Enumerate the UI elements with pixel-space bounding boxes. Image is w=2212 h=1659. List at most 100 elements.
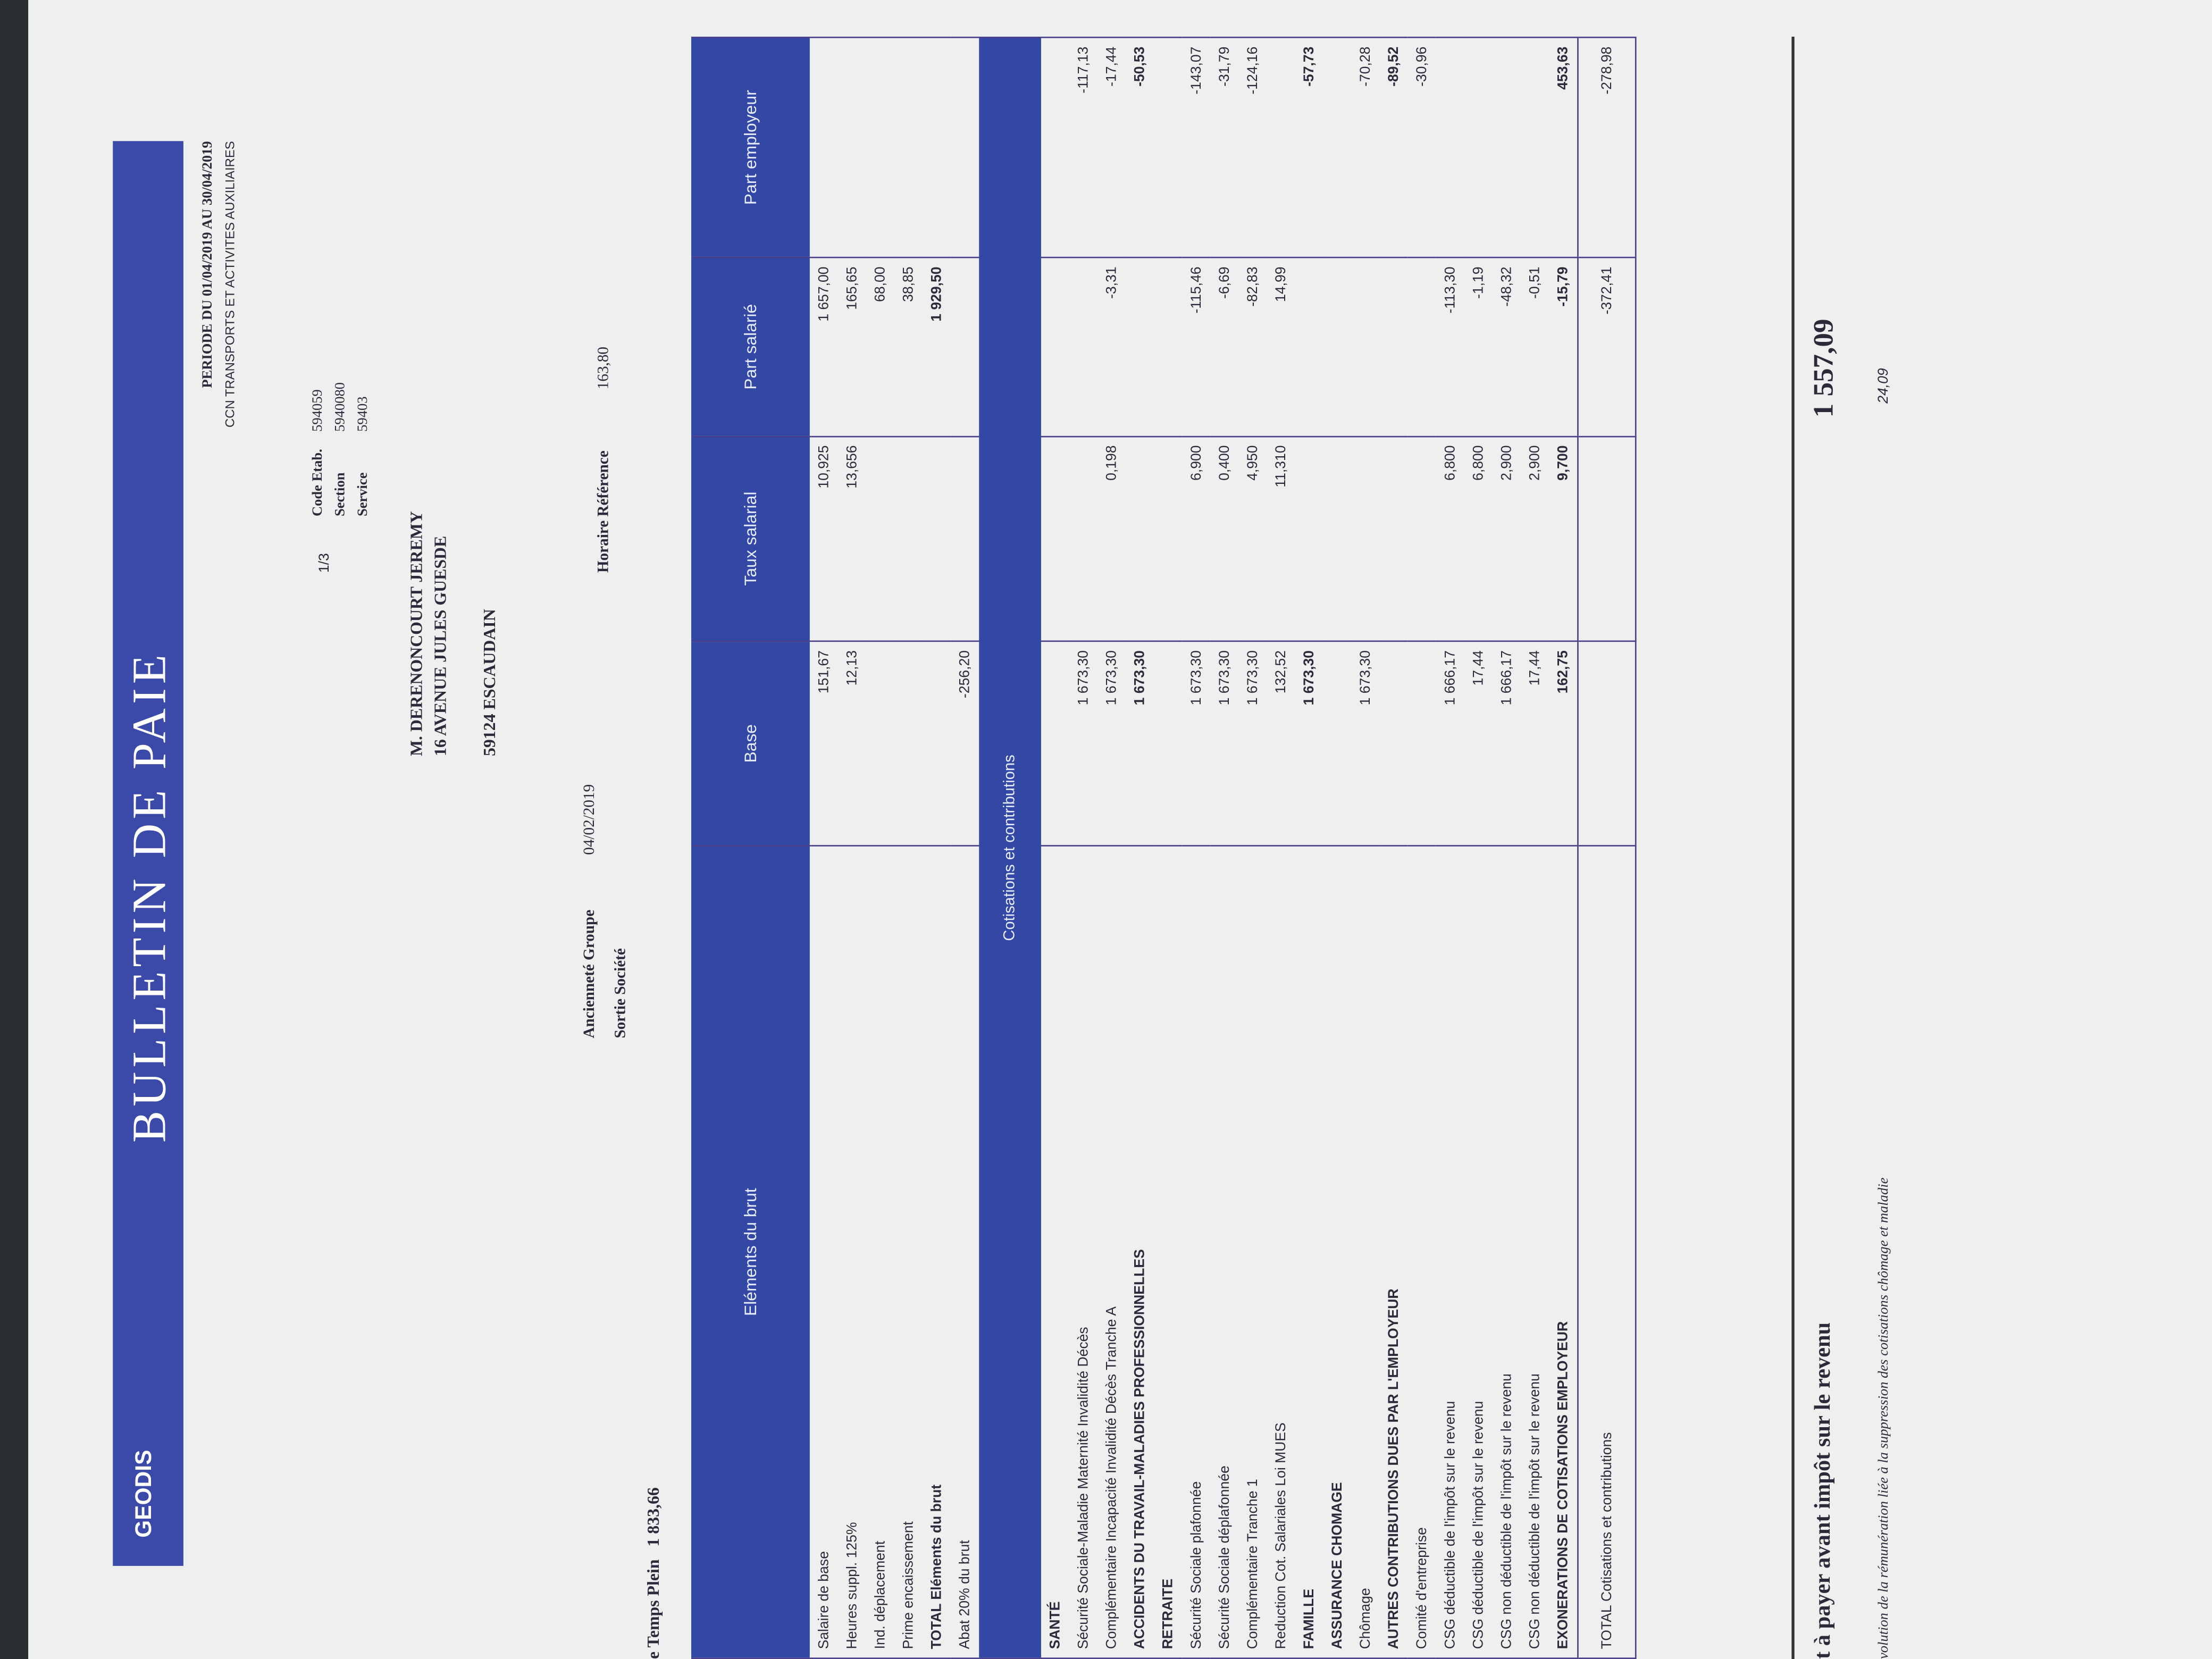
- field-value: 59403: [355, 396, 371, 432]
- cell-label: FAMILLE: [1295, 845, 1323, 1658]
- cell-number: 14,99: [1267, 257, 1295, 437]
- cell-number: [1041, 436, 1070, 641]
- cell-number: [1379, 436, 1408, 641]
- table-row: Comité d'entreprise -30,96: [1407, 37, 1436, 1658]
- cell-number: -89,52: [1379, 37, 1408, 258]
- table-row: RETRAITE: [1154, 37, 1183, 1658]
- cell-number: 1 666,17: [1492, 641, 1521, 846]
- cell-number: [1154, 257, 1183, 437]
- table-row: Reduction Cot. Salariales Loi MUES 132,52…: [1267, 37, 1295, 1658]
- cell-number: -1,19: [1464, 257, 1493, 437]
- cell-number: 1 673,30: [1097, 641, 1126, 846]
- cell-number: [809, 37, 838, 258]
- table-row: CSG non déductible de l'impôt sur le rev…: [1492, 37, 1521, 1658]
- field-value: 594059: [310, 389, 326, 432]
- cell-label: Comité d'entreprise: [1407, 845, 1436, 1658]
- cell-number: [894, 641, 923, 846]
- cell-label: Abat 20% du brut: [951, 845, 979, 1658]
- cell-label: Prime encaissement: [894, 845, 923, 1658]
- cell-label: CSG déductible de l'impôt sur le revenu: [1436, 845, 1464, 1658]
- cell-label: Heures suppl. 125%: [837, 845, 866, 1658]
- column-header: Eléments du brut Base Taux salarial Part sa…: [691, 37, 810, 1658]
- cell-number: -115,46: [1182, 257, 1211, 437]
- table-row: Salaire de base 151,67 10,925 1 657,00: [809, 37, 838, 1658]
- cell-number: [1295, 257, 1323, 437]
- table-row: Chômage 1 673,30 -70,28: [1351, 37, 1380, 1658]
- title: BULLETIN DE PAIE: [124, 650, 177, 1143]
- cell-number: 1 929,50: [923, 257, 951, 437]
- info-label: Ancienneté Groupe: [581, 909, 598, 1038]
- employee-address: 16 AVENUE JULES GUESDE: [430, 535, 450, 757]
- info-item: Horaire Référence 163,80: [596, 347, 613, 573]
- cell-number: -17,44: [1097, 37, 1126, 258]
- logo: GEODIS: [132, 1449, 157, 1538]
- info-value: 163,80: [595, 346, 613, 390]
- cell-label: Sécurité Sociale déplafonnée: [1210, 845, 1239, 1658]
- table-row: SANTÉ: [1041, 37, 1070, 1658]
- table-row: CSG déductible de l'impôt sur le revenu 1…: [1436, 37, 1464, 1658]
- table-row: TOTAL Eléments du brut 1 929,50: [923, 37, 951, 1658]
- cell-number: [1154, 37, 1183, 258]
- field: Service 59403: [355, 382, 378, 517]
- cell-label: Chômage: [1351, 845, 1380, 1658]
- cell-number: [1578, 641, 1636, 846]
- cell-number: 6,900: [1182, 436, 1211, 641]
- cell-number: 13,656: [837, 436, 866, 641]
- cell-number: [1379, 257, 1408, 437]
- cell-number: [1154, 436, 1183, 641]
- cell-number: [1295, 436, 1323, 641]
- column-title: Part salarié: [691, 257, 810, 437]
- cell-number: 12,13: [837, 641, 866, 846]
- cell-number: -117,13: [1069, 37, 1098, 258]
- table-row: CSG déductible de l'impôt sur le revenu 1…: [1464, 37, 1493, 1658]
- cell-number: [1323, 641, 1352, 846]
- cell-label: ACCIDENTS DU TRAVAIL-MALADIES PROFESSION…: [1126, 845, 1154, 1658]
- cell-number: 1 673,30: [1069, 641, 1098, 846]
- cell-number: 4,950: [1238, 436, 1267, 641]
- cell-label: EXONERATIONS DE COTISATIONS EMPLOYEUR: [1549, 845, 1578, 1658]
- table-row: Complémentaire Incapacité Invalidité Déc…: [1097, 37, 1126, 1658]
- cell-number: [1407, 641, 1436, 846]
- convention: CCN TRANSPORTS ET ACTIVITES AUXILIAIRES: [223, 141, 237, 428]
- cell-number: [1041, 37, 1070, 258]
- table-row: Prime encaissement 38,85: [894, 37, 923, 1658]
- field: Section 5940080: [333, 382, 355, 516]
- cell-number: -82,83: [1238, 257, 1267, 437]
- cell-number: [923, 37, 951, 258]
- cell-number: -31,79: [1210, 37, 1239, 258]
- cell-number: 2,900: [1492, 436, 1521, 641]
- table-row: Sécurité Sociale déplafonnée 1 673,30 0,40…: [1210, 37, 1239, 1658]
- note-value: 24,09: [1876, 368, 1892, 404]
- employee-city: 59124 ESCAUDAIN: [480, 609, 500, 757]
- cell-number: 0,198: [1097, 436, 1126, 641]
- cell-number: -15,79: [1549, 257, 1578, 437]
- cell-label: TOTAL Cotisations et contributions: [1578, 845, 1636, 1658]
- cell-number: [1436, 37, 1464, 258]
- field-label: Code Etab.: [310, 449, 326, 517]
- table-row: Abat 20% du brut -256,20: [951, 37, 979, 1658]
- cell-label: Sécurité Sociale plafonnée: [1182, 845, 1211, 1658]
- cell-number: [1323, 436, 1352, 641]
- table-row: TOTAL Cotisations et contributions -372,4…: [1578, 37, 1636, 1658]
- info-item: Ancienneté Groupe 04/02/2019: [581, 784, 598, 1038]
- cell-number: 17,44: [1464, 641, 1493, 846]
- footer: t à payer avant impôt sur le revenu 1 55…: [1791, 36, 1922, 1659]
- info: Ancienneté Groupe 04/02/2019 Sortie Sociét…: [581, 248, 652, 1038]
- info-value: 04/02/2019: [581, 784, 598, 855]
- cell-number: [1464, 37, 1493, 258]
- cell-number: [1041, 257, 1070, 437]
- net-label: t à payer avant impôt sur le revenu: [1811, 1322, 1836, 1659]
- cell-number: [1492, 37, 1521, 258]
- cell-number: 1 666,17: [1436, 641, 1464, 846]
- cell-number: [837, 37, 866, 258]
- cell-number: 6,800: [1436, 436, 1464, 641]
- cell-number: [1407, 257, 1436, 437]
- cell-number: [951, 37, 979, 258]
- note: volution de la rémunération liée à la su…: [1876, 1177, 1892, 1659]
- cell-number: -0,51: [1520, 257, 1549, 437]
- cell-number: -48,32: [1492, 257, 1521, 437]
- cell-label: Sécurité Sociale-Maladie Maternité Inval…: [1069, 845, 1098, 1658]
- cell-number: [1351, 436, 1380, 641]
